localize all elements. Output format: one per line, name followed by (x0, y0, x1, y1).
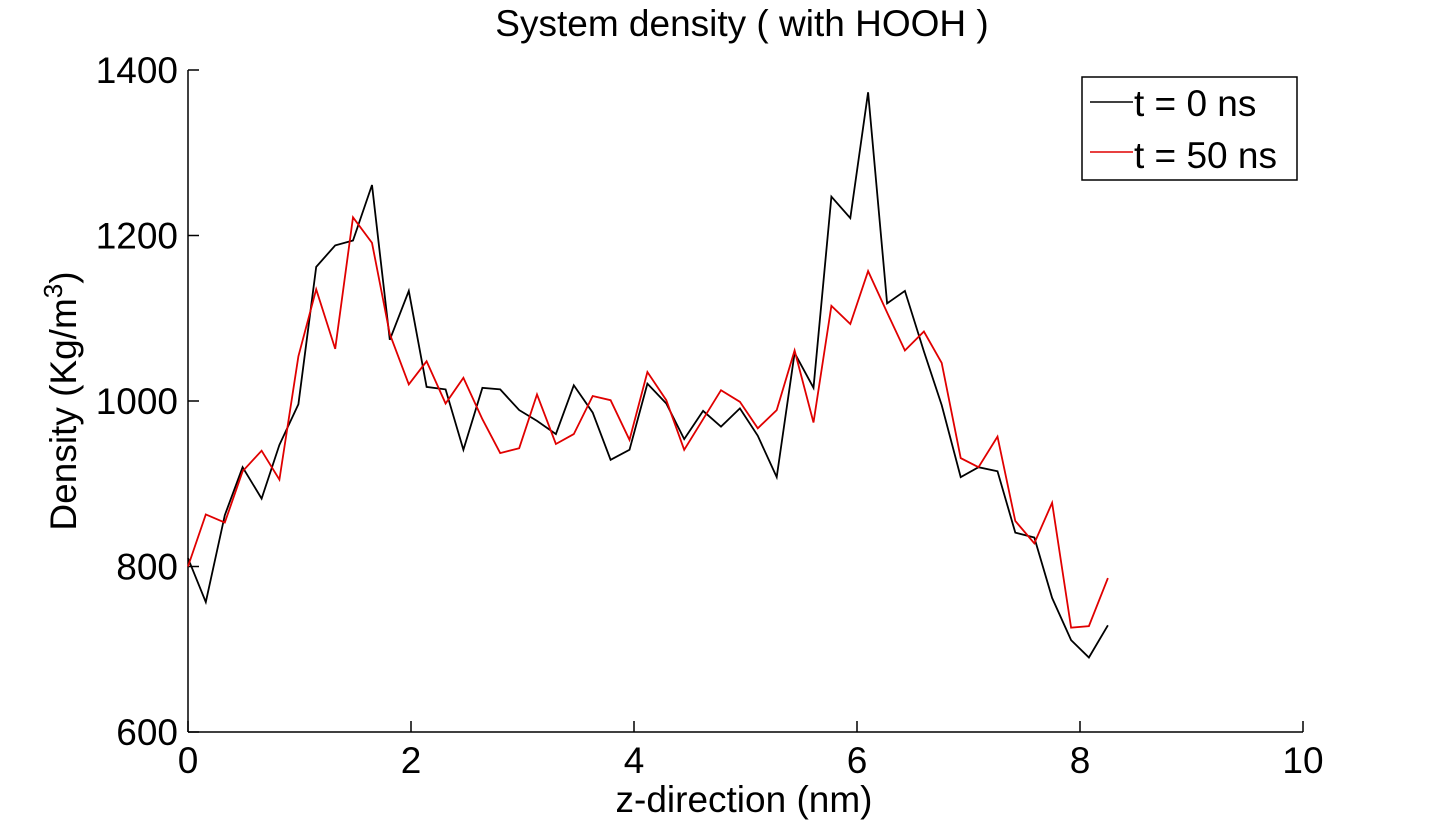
series-line-0 (187, 92, 1109, 659)
y-axis-label: Density (Kg/m3) (38, 271, 84, 530)
x-tick-label-8: 8 (1070, 740, 1091, 781)
y-axis-label-main: Density (Kg/m (43, 298, 84, 530)
x-ticks: 0 2 4 6 8 10 (178, 721, 1324, 781)
series-layer (187, 92, 1109, 659)
y-tick-label-1000: 1000 (96, 381, 178, 422)
y-tick-label-1200: 1200 (96, 216, 178, 257)
x-axis-label: z-direction (nm) (616, 779, 873, 820)
y-axis-label-end: ) (43, 271, 84, 283)
series-line-1 (187, 214, 1109, 629)
legend-box (1081, 76, 1298, 181)
chart-title: System density ( with HOOH ) (495, 3, 988, 44)
legend-label-0: t = 0 ns (1134, 83, 1256, 124)
y-tick-label-800: 800 (116, 547, 178, 588)
y-axis-label-sup: 3 (38, 284, 68, 298)
legend-label-1: t = 50 ns (1134, 135, 1277, 176)
x-tick-label-6: 6 (847, 740, 868, 781)
x-tick-label-2: 2 (401, 740, 422, 781)
x-tick-label-10: 10 (1282, 740, 1323, 781)
y-tick-label-600: 600 (116, 712, 178, 753)
x-tick-label-4: 4 (624, 740, 645, 781)
y-tick-label-1400: 1400 (96, 50, 178, 91)
y-ticks: 600 800 1000 1200 1400 (96, 50, 199, 753)
x-tick-label-0: 0 (178, 740, 199, 781)
legend: t = 0 ns t = 50 ns (1081, 76, 1298, 181)
